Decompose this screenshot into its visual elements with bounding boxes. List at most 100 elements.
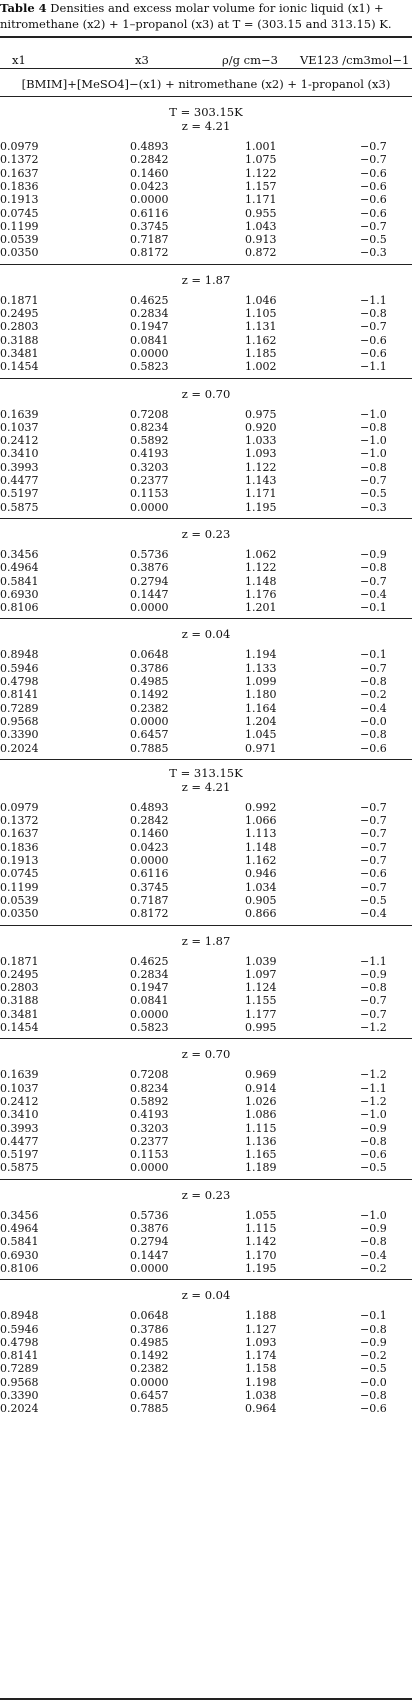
table-cell: 1.162: [245, 333, 277, 347]
table-cell: 0.1639: [0, 1068, 39, 1082]
header-rule: [0, 68, 412, 69]
table-cell: 0.7187: [130, 233, 169, 247]
table-cell: 1.133: [245, 661, 277, 675]
table-row: 0.8106 0.0000 1.201 −0.1: [0, 601, 412, 615]
table-cell: 0.3786: [130, 661, 169, 675]
table-cell: 0.2377: [130, 474, 169, 487]
table-row: 0.2495 0.2834 1.105 −0.8: [0, 307, 412, 321]
table-cell: 0.3410: [0, 1108, 39, 1122]
table-caption: Table 4 Densities and excess molar volum…: [0, 0, 412, 32]
z-label: z = 0.23: [181, 1187, 231, 1202]
table-cell: 1.043: [245, 219, 277, 233]
table-cell: 0.5892: [130, 1094, 169, 1108]
table-cell: 0.2382: [130, 701, 169, 715]
table-cell: 0.0000: [130, 1375, 169, 1389]
table-cell: 1.001: [245, 140, 277, 153]
table-row: 0.2412 0.5892 1.026 −1.2: [0, 1095, 412, 1109]
table-cell: 1.046: [245, 293, 277, 307]
table-cell: 0.1372: [0, 153, 39, 167]
table-row: 0.1372 0.2842 1.066 −0.7: [0, 814, 412, 828]
table-cell: −1.1: [360, 360, 387, 374]
table-cell: 0.5197: [0, 1148, 39, 1162]
table-cell: 0.4625: [130, 954, 169, 968]
table-cell: −0.5: [360, 893, 387, 907]
table-cell: −0.7: [360, 854, 387, 867]
table-cell: 0.5736: [130, 1208, 169, 1222]
table-row: 0.1836 0.0423 1.148 −0.7: [0, 841, 412, 855]
table-cell: 0.6116: [130, 206, 169, 220]
table-cell: 0.4477: [0, 1134, 39, 1148]
table-cell: 0.1372: [0, 814, 39, 828]
table-row: 0.0539 0.7187 0.913 −0.5: [0, 233, 412, 247]
table-cell: 1.201: [245, 601, 277, 615]
table-cell: 0.4893: [130, 800, 169, 814]
table-row: 0.5946 0.3786 1.133 −0.7: [0, 662, 412, 676]
table-cell: 0.4964: [0, 1222, 39, 1235]
table-cell: −0.3: [360, 500, 387, 514]
table-cell: −0.7: [360, 474, 387, 487]
table-row: 0.6930 0.1447 1.170 −0.4: [0, 1249, 412, 1263]
table-cell: −0.8: [360, 1322, 387, 1336]
bottom-rule: [0, 1698, 412, 1700]
table-row: 0.2803 0.1947 1.131 −0.7: [0, 320, 412, 334]
group-rule: [0, 517, 412, 519]
table-row: 0.3188 0.0841 1.155 −0.7: [0, 994, 412, 1008]
table-cell: −0.6: [360, 346, 387, 360]
table-cell: 0.1913: [0, 854, 39, 867]
table-cell: 1.194: [245, 648, 277, 662]
table-cell: 0.0000: [130, 601, 169, 615]
table-cell: 0.3786: [130, 1322, 169, 1336]
table-cell: 0.905: [245, 893, 277, 907]
table-row: 0.2412 0.5892 1.033 −1.0: [0, 434, 412, 448]
table-cell: 0.3456: [0, 1208, 39, 1222]
table-cell: 0.0648: [130, 1309, 169, 1323]
table-cell: 1.099: [245, 675, 277, 688]
table-cell: 0.971: [245, 741, 277, 755]
table-row: 0.0979 0.4893 1.001 −0.7: [0, 140, 412, 154]
table-cell: −0.7: [360, 320, 387, 334]
table-cell: 1.093: [245, 447, 277, 461]
table-cell: −1.0: [360, 407, 387, 421]
table-cell: 1.105: [245, 307, 277, 320]
table-cell: −0.6: [360, 179, 387, 193]
table-row: 0.1836 0.0423 1.157 −0.6: [0, 180, 412, 194]
table-row: 0.3188 0.0841 1.162 −0.6: [0, 334, 412, 348]
table-cell: 1.143: [245, 474, 277, 487]
z-label: z = 4.21: [181, 119, 231, 133]
table-cell: 1.195: [245, 500, 277, 514]
table-cell: 0.946: [245, 867, 277, 881]
table-row: 0.8106 0.0000 1.195 −0.2: [0, 1262, 412, 1276]
table-cell: 0.1037: [0, 1081, 39, 1095]
table-cell: 0.7885: [130, 741, 169, 755]
table-cell: 0.2834: [130, 307, 169, 320]
table-cell: −0.9: [360, 547, 387, 561]
table-cell: 0.913: [245, 233, 277, 247]
table-cell: 0.5841: [0, 574, 39, 588]
table-cell: 0.1153: [130, 487, 169, 501]
table-cell: −0.7: [360, 574, 387, 588]
temperature-rule: [0, 758, 412, 760]
table-cell: 0.1947: [130, 320, 169, 334]
group-rule: [0, 263, 412, 265]
table-cell: 0.995: [245, 1021, 277, 1034]
table-cell: 0.3410: [0, 447, 39, 461]
table-cell: −0.7: [360, 994, 387, 1008]
table-cell: 1.171: [245, 193, 277, 207]
table-cell: 0.5875: [0, 1161, 39, 1175]
table-cell: 1.075: [245, 153, 277, 167]
table-cell: 0.2024: [0, 741, 39, 755]
header-x1: x1: [12, 53, 26, 67]
table-row: 0.1913 0.0000 1.162 −0.7: [0, 854, 412, 868]
table-row: 0.0745 0.6116 0.955 −0.6: [0, 207, 412, 221]
table-cell: 1.155: [245, 994, 277, 1008]
table-cell: 0.1639: [0, 407, 39, 421]
table-cell: 0.1913: [0, 193, 39, 207]
table-cell: 1.039: [245, 954, 277, 968]
group-rule: [0, 1279, 412, 1281]
table-row: 0.3390 0.6457 1.045 −0.8: [0, 728, 412, 742]
table-cell: 1.038: [245, 1389, 277, 1402]
system-label: [BMIM]+[MeSO4]−(x1) + nitromethane (x2) …: [21, 77, 391, 91]
group-rule: [0, 618, 412, 620]
table-cell: −0.6: [360, 1402, 387, 1416]
